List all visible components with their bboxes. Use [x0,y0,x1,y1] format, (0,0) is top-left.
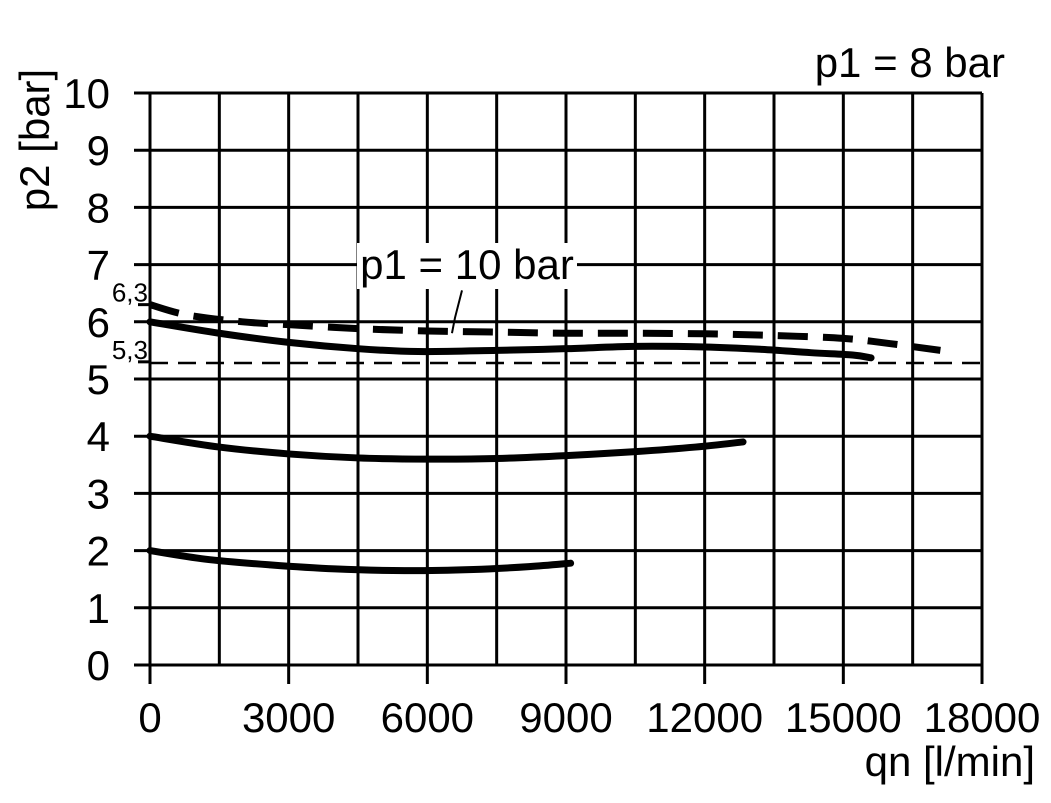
x-tick-label-9000: 9000 [519,694,612,741]
y-tick-label-8: 8 [87,184,110,231]
x-tick-label-15000: 15000 [785,694,902,741]
x-tick-label-3000: 3000 [242,694,335,741]
y-tick-label-9: 9 [87,127,110,174]
y-axis-title: p2 [bar] [11,68,58,212]
x-tick-label-18000: 18000 [924,694,1041,741]
y-tick-label-0: 0 [87,642,110,689]
x-axis-title: qn [l/min] [864,738,1035,785]
y-extra-tick-label: 6,3 [112,278,148,308]
annotation-leader-line [450,290,463,334]
y-tick-label-4: 4 [87,413,110,460]
x-tick-label-6000: 6000 [381,694,474,741]
y-tick-label-10: 10 [63,70,110,117]
y-tick-label-3: 3 [87,470,110,517]
condition-label: p1 = 8 bar [814,39,1005,86]
curve-set-2bar [146,547,575,575]
y-tick-label-2: 2 [87,528,110,575]
y-tick-label-1: 1 [87,585,110,632]
curve-p1-10bar [149,301,941,354]
y-tick-label-6: 6 [87,299,110,346]
y-tick-label-5: 5 [87,356,110,403]
curve-set-6bar [146,318,875,362]
x-tick-label-0: 0 [138,694,161,741]
curve-annotation-p1-10bar: p1 = 10 bar [357,243,577,289]
y-tick-label-7: 7 [87,242,110,289]
x-tick-label-12000: 12000 [646,694,763,741]
y-extra-tick-label: 5,3 [112,335,148,365]
curve-set-4bar [146,432,747,463]
